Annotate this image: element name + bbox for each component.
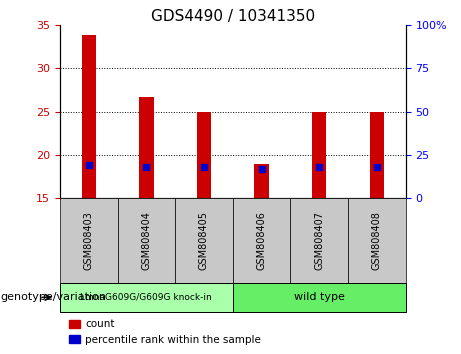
Text: LmnaG609G/G609G knock-in: LmnaG609G/G609G knock-in — [81, 293, 212, 302]
Text: GSM808404: GSM808404 — [142, 211, 151, 270]
Text: wild type: wild type — [294, 292, 345, 302]
Bar — [370, 112, 384, 198]
Text: genotype/variation: genotype/variation — [0, 292, 106, 302]
Text: GSM808407: GSM808407 — [314, 211, 324, 270]
Bar — [197, 112, 211, 198]
Text: GSM808403: GSM808403 — [84, 211, 94, 270]
Legend: count, percentile rank within the sample: count, percentile rank within the sample — [65, 315, 265, 349]
Title: GDS4490 / 10341350: GDS4490 / 10341350 — [151, 8, 315, 24]
Text: GSM808408: GSM808408 — [372, 211, 382, 270]
Text: GSM808405: GSM808405 — [199, 211, 209, 270]
Bar — [254, 164, 269, 198]
Text: GSM808406: GSM808406 — [257, 211, 266, 270]
Bar — [139, 97, 154, 198]
Bar — [82, 35, 96, 198]
Bar — [312, 112, 326, 198]
